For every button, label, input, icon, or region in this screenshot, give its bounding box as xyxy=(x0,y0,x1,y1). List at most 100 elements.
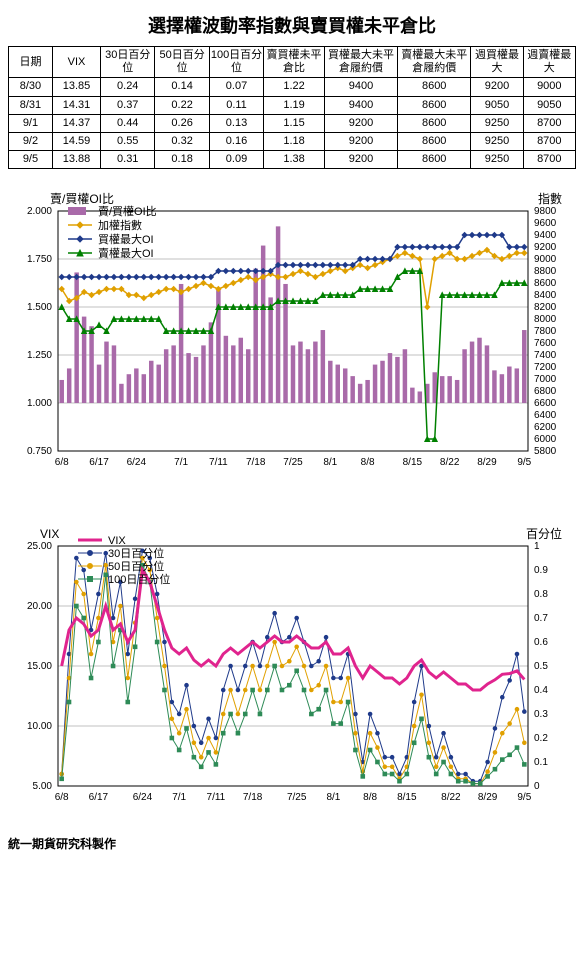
page-title: 選擇權波動率指數與賣買權未平倉比 xyxy=(8,12,576,38)
svg-text:0: 0 xyxy=(534,781,540,792)
svg-text:7/11: 7/11 xyxy=(209,457,228,468)
table-cell: 9200 xyxy=(324,114,397,132)
table-cell: 0.16 xyxy=(209,132,263,150)
svg-text:0.1: 0.1 xyxy=(534,757,548,768)
table-cell: 9400 xyxy=(324,78,397,96)
table-cell: 0.24 xyxy=(101,78,155,96)
table-row: 9/214.590.550.320.161.189200860092508700 xyxy=(9,132,576,150)
svg-text:0.8: 0.8 xyxy=(534,589,548,600)
svg-text:7/18: 7/18 xyxy=(243,792,263,803)
svg-text:賣/買權OI比: 賣/買權OI比 xyxy=(98,204,157,218)
data-table: 日期VIX30日百分位50日百分位100日百分位賣買權未平倉比買權最大未平倉履約… xyxy=(8,46,576,169)
svg-text:9/5: 9/5 xyxy=(517,457,531,468)
table-cell: 9050 xyxy=(523,96,575,114)
table-cell: 9250 xyxy=(471,114,523,132)
table-cell: 0.09 xyxy=(209,151,263,169)
svg-text:0.4: 0.4 xyxy=(534,685,548,696)
table-cell: 0.26 xyxy=(155,114,209,132)
svg-text:0.7: 0.7 xyxy=(534,613,548,624)
svg-text:15.00: 15.00 xyxy=(27,661,52,672)
table-cell: 13.88 xyxy=(52,151,100,169)
table-cell: 1.38 xyxy=(264,151,325,169)
svg-text:1.500: 1.500 xyxy=(27,302,52,313)
table-col-header: 賣權最大未平倉履約價 xyxy=(398,47,471,78)
table-cell: 1.22 xyxy=(264,78,325,96)
svg-text:25.00: 25.00 xyxy=(27,541,52,552)
table-cell: 9250 xyxy=(471,132,523,150)
svg-text:0.9: 0.9 xyxy=(534,565,548,576)
svg-text:8/8: 8/8 xyxy=(363,792,377,803)
table-cell: 1.19 xyxy=(264,96,325,114)
table-cell: 0.18 xyxy=(155,151,209,169)
table-cell: 9/1 xyxy=(9,114,53,132)
svg-text:9/5: 9/5 xyxy=(517,792,531,803)
table-cell: 0.44 xyxy=(101,114,155,132)
svg-text:9600: 9600 xyxy=(534,218,557,229)
svg-text:1.750: 1.750 xyxy=(27,254,52,265)
table-cell: 9400 xyxy=(324,96,397,114)
svg-text:VIX: VIX xyxy=(108,535,126,547)
svg-text:20.00: 20.00 xyxy=(27,601,52,612)
table-cell: 0.37 xyxy=(101,96,155,114)
svg-text:8/1: 8/1 xyxy=(323,457,337,468)
table-cell: 8/30 xyxy=(9,78,53,96)
table-cell: 1.15 xyxy=(264,114,325,132)
svg-text:7/25: 7/25 xyxy=(287,792,307,803)
table-cell: 8600 xyxy=(398,78,471,96)
svg-text:賣/買權OI比: 賣/買權OI比 xyxy=(50,191,114,206)
table-cell: 9/2 xyxy=(9,132,53,150)
svg-text:0.3: 0.3 xyxy=(534,709,548,720)
chart-oi-ratio: 賣/買權OI比指數0.7501.0001.2501.5001.7502.0005… xyxy=(8,187,576,492)
svg-text:8/22: 8/22 xyxy=(441,792,461,803)
svg-text:6600: 6600 xyxy=(534,398,557,409)
table-row: 9/114.370.440.260.131.159200860092508700 xyxy=(9,114,576,132)
table-cell: 8700 xyxy=(523,132,575,150)
svg-text:8/29: 8/29 xyxy=(477,457,497,468)
table-cell: 8/31 xyxy=(9,96,53,114)
table-col-header: 週賣權最大 xyxy=(523,47,575,78)
table-cell: 9200 xyxy=(471,78,523,96)
table-col-header: 30日百分位 xyxy=(101,47,155,78)
svg-text:1.000: 1.000 xyxy=(27,398,52,409)
table-cell: 0.31 xyxy=(101,151,155,169)
footer-credit: 統一期貨研究科製作 xyxy=(8,835,576,852)
svg-text:9800: 9800 xyxy=(534,206,557,217)
svg-text:7/1: 7/1 xyxy=(174,457,188,468)
table-col-header: 賣買權未平倉比 xyxy=(264,47,325,78)
table-cell: 0.11 xyxy=(209,96,263,114)
svg-text:0.750: 0.750 xyxy=(27,446,52,457)
svg-text:7600: 7600 xyxy=(534,338,557,349)
svg-text:賣權最大OI: 賣權最大OI xyxy=(98,246,154,260)
table-cell: 9050 xyxy=(471,96,523,114)
table-cell: 0.07 xyxy=(209,78,263,96)
table-col-header: 買權最大未平倉履約價 xyxy=(324,47,397,78)
table-cell: 9200 xyxy=(324,132,397,150)
svg-text:1: 1 xyxy=(534,541,540,552)
table-cell: 0.32 xyxy=(155,132,209,150)
svg-text:8/29: 8/29 xyxy=(478,792,498,803)
table-cell: 0.22 xyxy=(155,96,209,114)
svg-text:百分位: 百分位 xyxy=(526,526,562,541)
svg-text:7000: 7000 xyxy=(534,374,557,385)
svg-text:買權最大OI: 買權最大OI xyxy=(98,232,154,246)
svg-text:6/24: 6/24 xyxy=(133,792,153,803)
svg-text:8/15: 8/15 xyxy=(397,792,417,803)
table-cell: 8700 xyxy=(523,114,575,132)
svg-text:7/1: 7/1 xyxy=(172,792,186,803)
svg-text:8000: 8000 xyxy=(534,314,557,325)
table-cell: 0.55 xyxy=(101,132,155,150)
svg-text:6000: 6000 xyxy=(534,434,557,445)
table-col-header: 日期 xyxy=(9,47,53,78)
table-cell: 8700 xyxy=(523,151,575,169)
svg-text:6/24: 6/24 xyxy=(127,457,147,468)
svg-text:8/8: 8/8 xyxy=(361,457,375,468)
table-header-row: 日期VIX30日百分位50日百分位100日百分位賣買權未平倉比買權最大未平倉履約… xyxy=(9,47,576,78)
table-cell: 14.37 xyxy=(52,114,100,132)
svg-text:0.5: 0.5 xyxy=(534,661,548,672)
table-col-header: 50日百分位 xyxy=(155,47,209,78)
table-col-header: VIX xyxy=(52,47,100,78)
svg-text:加權指數: 加權指數 xyxy=(98,218,142,232)
table-cell: 8600 xyxy=(398,96,471,114)
svg-text:6800: 6800 xyxy=(534,386,557,397)
table-row: 8/3114.310.370.220.111.19940086009050905… xyxy=(9,96,576,114)
